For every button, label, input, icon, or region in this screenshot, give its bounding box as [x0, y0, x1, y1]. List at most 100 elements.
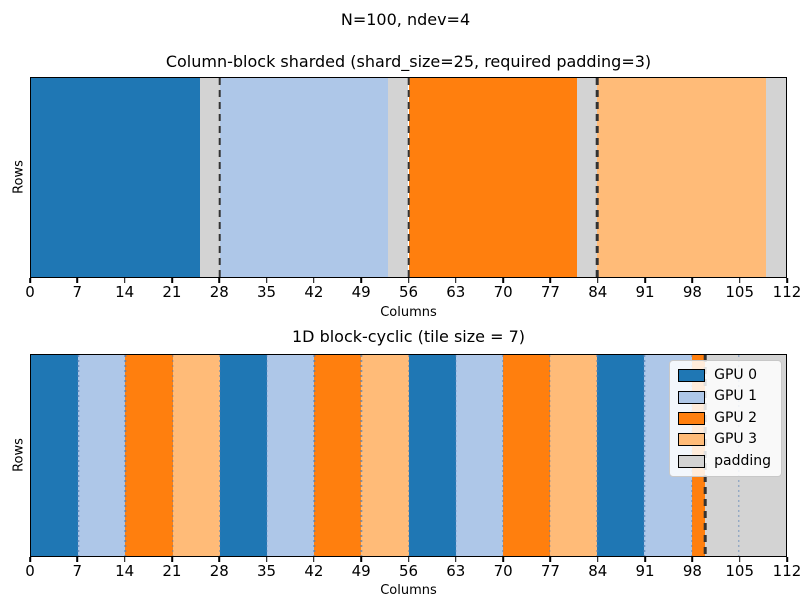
padding-block [199, 78, 220, 277]
x-tick-label: 28 [209, 562, 229, 580]
x-tick-mark [596, 557, 599, 562]
x-tick-mark [691, 278, 694, 283]
legend-swatch-gpu-0 [678, 369, 706, 383]
x-tick-label: 56 [398, 283, 419, 301]
subplot1-xlabel: Columns [380, 305, 437, 320]
gpu-1-block [219, 78, 389, 277]
legend-item-padding: padding [678, 452, 771, 469]
subplot1-ylabel: Rows [11, 160, 27, 194]
shard-boundary-line [218, 78, 222, 277]
tile-gridline [596, 355, 598, 556]
subplot2-xtick-row: 0 7 14 21 28 35 42 49 56 63 70 77 84 91 98 105 112 [25, 557, 801, 585]
x-tick-label: 98 [682, 562, 702, 580]
x-tick-label: 28 [209, 283, 229, 301]
legend-label: GPU 2 [714, 409, 758, 426]
gpu-2-block [408, 78, 578, 277]
x-tick-mark [786, 557, 788, 562]
gpu-3-block [361, 355, 409, 556]
gpu-0-block [597, 355, 645, 556]
x-tick-label: 56 [398, 562, 419, 580]
x-tick-mark [313, 557, 315, 562]
subplot2-ylabel: Rows [11, 438, 27, 472]
x-tick-mark [455, 557, 457, 562]
gpu-3-block [550, 355, 598, 556]
x-tick-mark [407, 557, 410, 562]
gpu-0-block [31, 78, 200, 277]
legend-label: GPU 0 [714, 367, 758, 383]
tile-gridline [266, 355, 268, 556]
x-tick-label: 0 [25, 562, 35, 580]
x-tick-mark [218, 557, 221, 562]
x-tick-label: 70 [493, 562, 513, 580]
x-tick-mark [644, 557, 646, 562]
padding-block [577, 78, 598, 277]
legend-swatch-gpu-1 [678, 390, 706, 404]
tile-gridline [219, 355, 221, 556]
x-tick-label: 98 [682, 283, 702, 301]
x-tick-label: 70 [493, 283, 513, 301]
gpu-2-block [314, 355, 362, 556]
gpu-1-block [78, 355, 126, 556]
x-tick-mark [171, 557, 173, 562]
legend-label: GPU 1 [714, 388, 758, 405]
gpu-2-block [125, 355, 173, 556]
x-tick-label: 0 [25, 283, 35, 301]
x-tick-mark [29, 278, 31, 283]
x-tick-mark [738, 278, 741, 283]
legend-item-gpu-1: GPU 1 [678, 388, 771, 405]
x-tick-label: 112 [772, 562, 802, 580]
gpu-1-block [455, 355, 503, 556]
legend-item-gpu-0: GPU 0 [678, 367, 771, 383]
legend-label: GPU 3 [714, 431, 758, 448]
legend-label: padding [714, 452, 771, 469]
subplot1-title: Column-block sharded (shard_size=25, req… [165, 52, 652, 71]
padding-block [765, 78, 786, 277]
x-tick-label: 35 [257, 283, 277, 301]
x-tick-label: 105 [725, 562, 755, 580]
tile-gridline [171, 355, 174, 556]
x-tick-mark [786, 278, 788, 283]
x-tick-label: 42 [304, 562, 324, 580]
x-tick-label: 49 [351, 562, 371, 580]
tile-gridline [77, 355, 79, 556]
legend: GPU 0 GPU 1 GPU 2 GPU 3 padding [669, 360, 782, 477]
x-tick-mark [455, 278, 457, 283]
x-tick-label: 21 [162, 283, 182, 301]
x-tick-label: 63 [446, 562, 466, 580]
tile-gridline [549, 355, 551, 556]
x-tick-label: 63 [446, 283, 466, 301]
x-tick-mark [76, 278, 79, 283]
x-tick-mark [171, 278, 173, 283]
gpu-0-block [408, 355, 456, 556]
tile-gridline [313, 355, 315, 556]
x-tick-label: 105 [725, 283, 755, 301]
gpu-0-block [219, 355, 267, 556]
x-tick-label: 84 [588, 562, 608, 580]
subplot2-xlabel: Columns [380, 583, 437, 598]
x-tick-mark [123, 278, 126, 283]
shard-boundary-line [407, 78, 410, 277]
x-tick-mark [691, 557, 694, 562]
x-tick-mark [596, 278, 599, 283]
gpu-2-block [502, 355, 551, 556]
x-tick-label: 84 [588, 283, 608, 301]
x-tick-label: 49 [351, 283, 371, 301]
x-tick-mark [265, 557, 268, 562]
x-tick-mark [360, 278, 362, 283]
x-tick-mark [76, 557, 79, 562]
x-tick-label: 7 [72, 283, 83, 301]
legend-swatch-padding [678, 454, 706, 468]
x-tick-label: 21 [162, 562, 182, 580]
legend-item-gpu-3: GPU 3 [678, 431, 771, 448]
x-tick-mark [29, 557, 31, 562]
x-tick-mark [549, 278, 552, 283]
subplot2-axes: GPU 0 GPU 1 GPU 2 GPU 3 padding [30, 354, 787, 557]
gpu-3-block [597, 78, 766, 277]
x-tick-mark [313, 278, 315, 283]
x-tick-label: 77 [540, 283, 560, 301]
legend-swatch-gpu-2 [678, 411, 706, 425]
gpu-0-block [31, 355, 79, 556]
x-tick-label: 42 [304, 283, 324, 301]
x-tick-mark [549, 557, 552, 562]
tile-gridline [454, 355, 457, 556]
